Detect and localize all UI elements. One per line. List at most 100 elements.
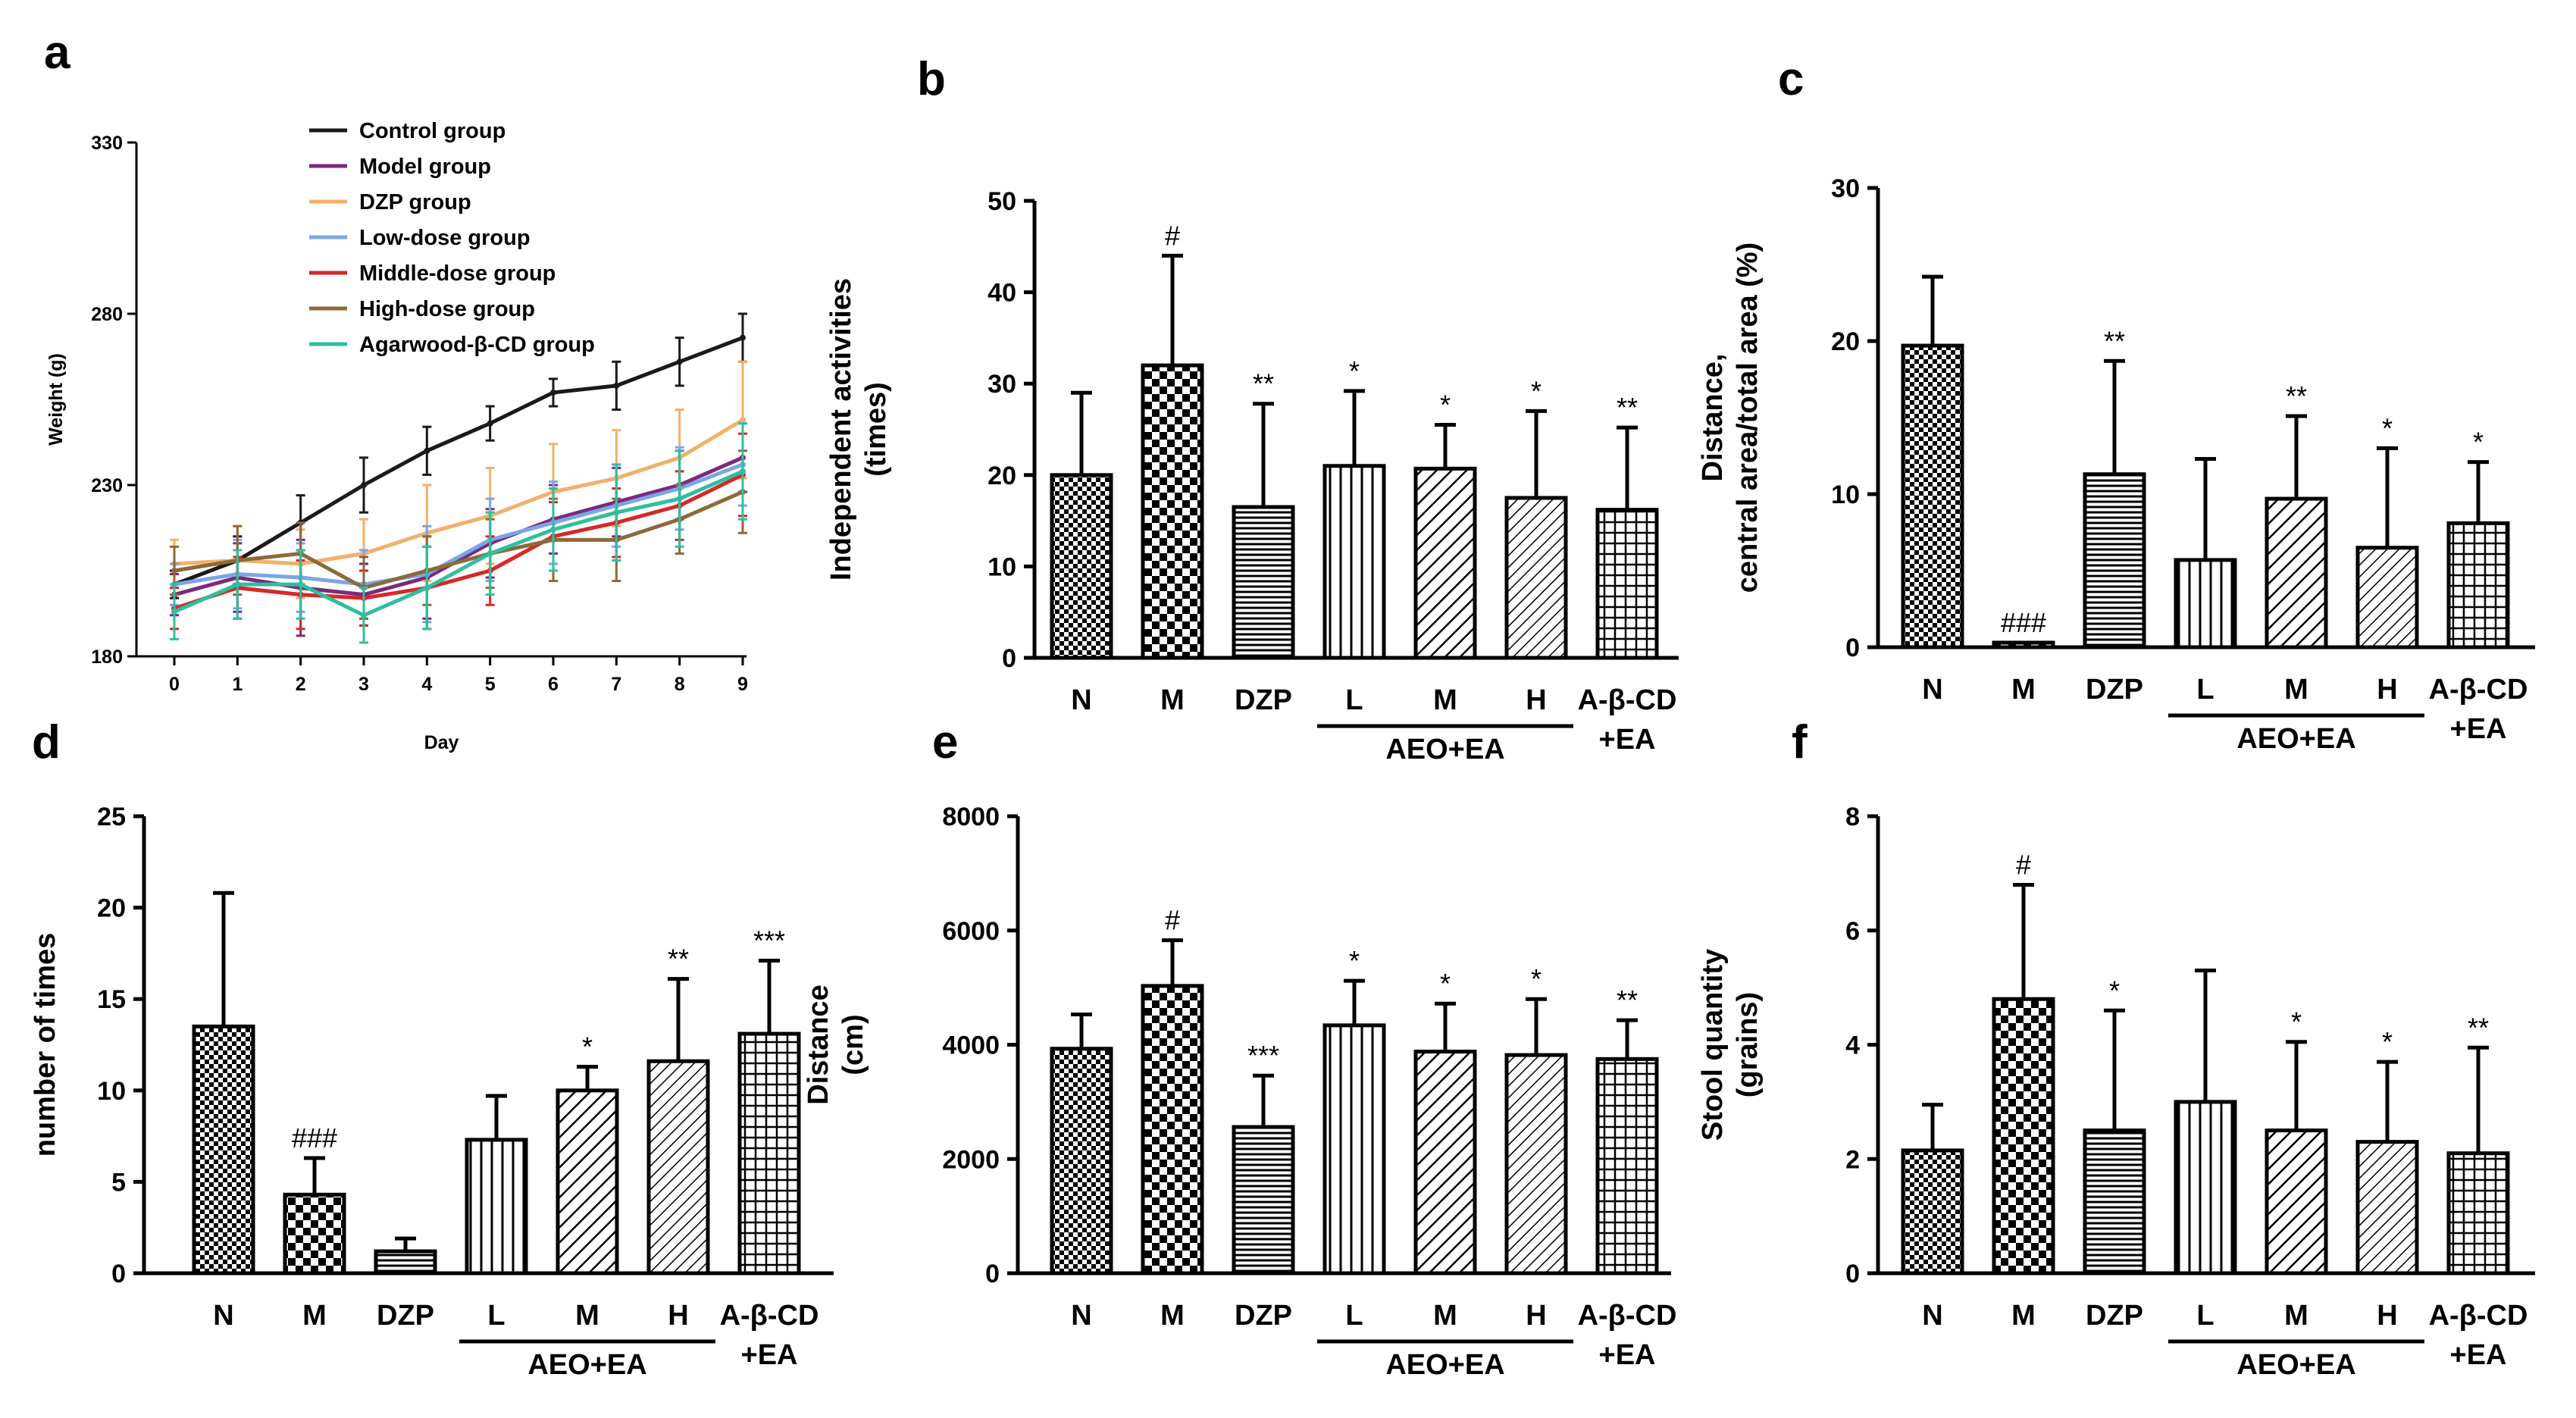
a-data-point xyxy=(613,509,620,516)
panel-b-significance-label: * xyxy=(1531,375,1542,406)
panel-f-y-tick-label: 8 xyxy=(1845,803,1860,831)
panel-e-significance-label: * xyxy=(1440,968,1451,999)
a-y-axis-label: Weight (g) xyxy=(45,353,67,446)
a-x-tick-label: 2 xyxy=(296,674,306,695)
panel-e-category-label: N xyxy=(1071,1300,1091,1332)
a-x-tick-label: 0 xyxy=(169,674,180,695)
panel-c-y-tick-label: 0 xyxy=(1845,634,1860,662)
panel-c-group-label: AEO+EA xyxy=(2236,723,2355,755)
panel-c-bar-0 xyxy=(1901,343,1964,650)
a-series-line-dzp xyxy=(174,418,744,566)
panel-b-y-tick-label: 20 xyxy=(988,462,1016,490)
panel-d-y-tick-label: 25 xyxy=(97,803,126,831)
panel-b-category-label: N xyxy=(1071,684,1091,716)
a-data-point xyxy=(613,382,620,389)
panel-e-category-label: M xyxy=(1433,1300,1457,1332)
panel-d-significance-label: ** xyxy=(668,944,689,975)
panel-d-significance-label: ### xyxy=(292,1122,337,1153)
panel-e-bar-0 xyxy=(1050,1047,1113,1276)
panel-b-y-tick-label: 10 xyxy=(988,552,1016,581)
panel-d-bar-chart: 0 5 10 15 20 25 number of times N ### M DZP L * M ** H *… xyxy=(30,803,834,1381)
a-legend-label: Model group xyxy=(359,155,491,179)
panel-c-y-tick-label: 20 xyxy=(1831,327,1860,356)
panel-f-bar-1 xyxy=(1992,997,2055,1276)
panel-f-group-label: AEO+EA xyxy=(2236,1349,2355,1381)
a-x-tick-label: 4 xyxy=(421,674,432,695)
panel-e-category-label: L xyxy=(1345,1300,1363,1332)
panel-f-significance-label: * xyxy=(2291,1006,2302,1038)
a-series-model xyxy=(170,422,747,637)
panel-b-bar-6 xyxy=(1595,508,1659,660)
panel-e-category-label: M xyxy=(1160,1300,1185,1332)
panel-f-significance-label: # xyxy=(2016,849,2031,880)
panel-c-bar-1 xyxy=(1992,640,2055,650)
panel-f-significance-label: * xyxy=(2109,975,2120,1006)
a-data-point xyxy=(171,568,177,574)
panel-b-y-axis-label: Independent activities xyxy=(825,278,857,581)
panel-e-bar-1 xyxy=(1141,984,1204,1276)
a-data-point xyxy=(297,581,304,588)
panel-f-y-tick-label: 0 xyxy=(1845,1260,1860,1288)
a-series-line-control xyxy=(174,336,743,587)
panel-e-category-label: A-β-CD xyxy=(1578,1300,1677,1332)
a-x-tick-label: 9 xyxy=(737,674,748,695)
panel-b-y-tick-label: 30 xyxy=(988,370,1016,399)
panel-b-category-label: M xyxy=(1160,684,1185,716)
panel-c-category-label: H xyxy=(2377,674,2397,706)
a-data-point xyxy=(550,389,556,396)
panel-d-category-label: DZP xyxy=(377,1300,434,1332)
a-series-line-agarwood xyxy=(174,469,743,618)
panel-f-bar-5 xyxy=(2355,1140,2419,1276)
panel-b-y-tick-label: 0 xyxy=(1002,644,1016,673)
panel-d-bar-4 xyxy=(556,1088,619,1276)
panel-b-bar-0 xyxy=(1050,473,1113,660)
a-series-agarwood xyxy=(170,422,747,644)
panel-b-y-tick-label: 50 xyxy=(988,187,1016,216)
panel-c-category-sublabel: +EA xyxy=(2450,713,2507,745)
panel-d-y-tick-label: 10 xyxy=(97,1077,126,1106)
panel-a-line-chart: 180 230 280 330 0 1 2 3 4 5 6 7 8 9 Day Weight (g) Contr… xyxy=(45,119,748,753)
panel-label-f: f xyxy=(1792,716,1808,768)
a-y-tick-label: 330 xyxy=(91,133,123,154)
panel-f-y-tick-label: 4 xyxy=(1845,1031,1860,1060)
a-legend-label: Control group xyxy=(359,119,505,143)
panel-e-significance-label: ** xyxy=(1617,984,1638,1016)
panel-c-category-label: L xyxy=(2196,674,2214,706)
a-data-point xyxy=(361,612,367,618)
panel-c-category-label: M xyxy=(2011,674,2036,706)
panel-d-category-label: M xyxy=(302,1300,327,1332)
panel-c-bar-5 xyxy=(2355,546,2419,650)
panel-f-significance-label: ** xyxy=(2468,1012,2489,1043)
panel-b-bar-3 xyxy=(1322,464,1386,660)
a-y-tick-label: 280 xyxy=(91,304,123,325)
panel-d-significance-label: *** xyxy=(753,925,785,956)
a-data-point xyxy=(424,584,430,591)
panel-f-bar-6 xyxy=(2446,1151,2510,1276)
panel-c-category-label: DZP xyxy=(2086,674,2143,706)
panel-label-c: c xyxy=(1778,53,1804,105)
panel-e-y-tick-label: 8000 xyxy=(942,803,1000,831)
panel-d-significance-label: * xyxy=(582,1031,593,1062)
a-data-point xyxy=(361,482,367,488)
a-series-control xyxy=(170,312,747,599)
a-data-point xyxy=(676,358,683,365)
a-data-point xyxy=(740,417,746,424)
a-legend-label: Middle-dose group xyxy=(359,261,556,286)
panel-f-category-label: L xyxy=(2196,1300,2214,1332)
panel-f-bar-4 xyxy=(2265,1128,2328,1276)
panel-e-y-tick-label: 0 xyxy=(985,1260,1000,1288)
panel-f-bar-2 xyxy=(2083,1128,2146,1276)
a-series-high xyxy=(170,449,747,620)
panel-b-category-sublabel: +EA xyxy=(1599,724,1656,756)
a-x-tick-label: 1 xyxy=(232,674,243,695)
panel-f-category-label: M xyxy=(2011,1300,2036,1332)
panel-e-bar-6 xyxy=(1595,1056,1659,1276)
panel-label-d: d xyxy=(32,716,61,768)
panel-e-significance-label: *** xyxy=(1247,1040,1279,1071)
panel-f-category-label: A-β-CD xyxy=(2429,1300,2528,1332)
panel-c-bar-2 xyxy=(2083,472,2146,650)
panel-d-bar-2 xyxy=(374,1249,437,1276)
panel-b-y-tick-label: 40 xyxy=(988,279,1016,308)
a-data-point xyxy=(740,468,746,474)
